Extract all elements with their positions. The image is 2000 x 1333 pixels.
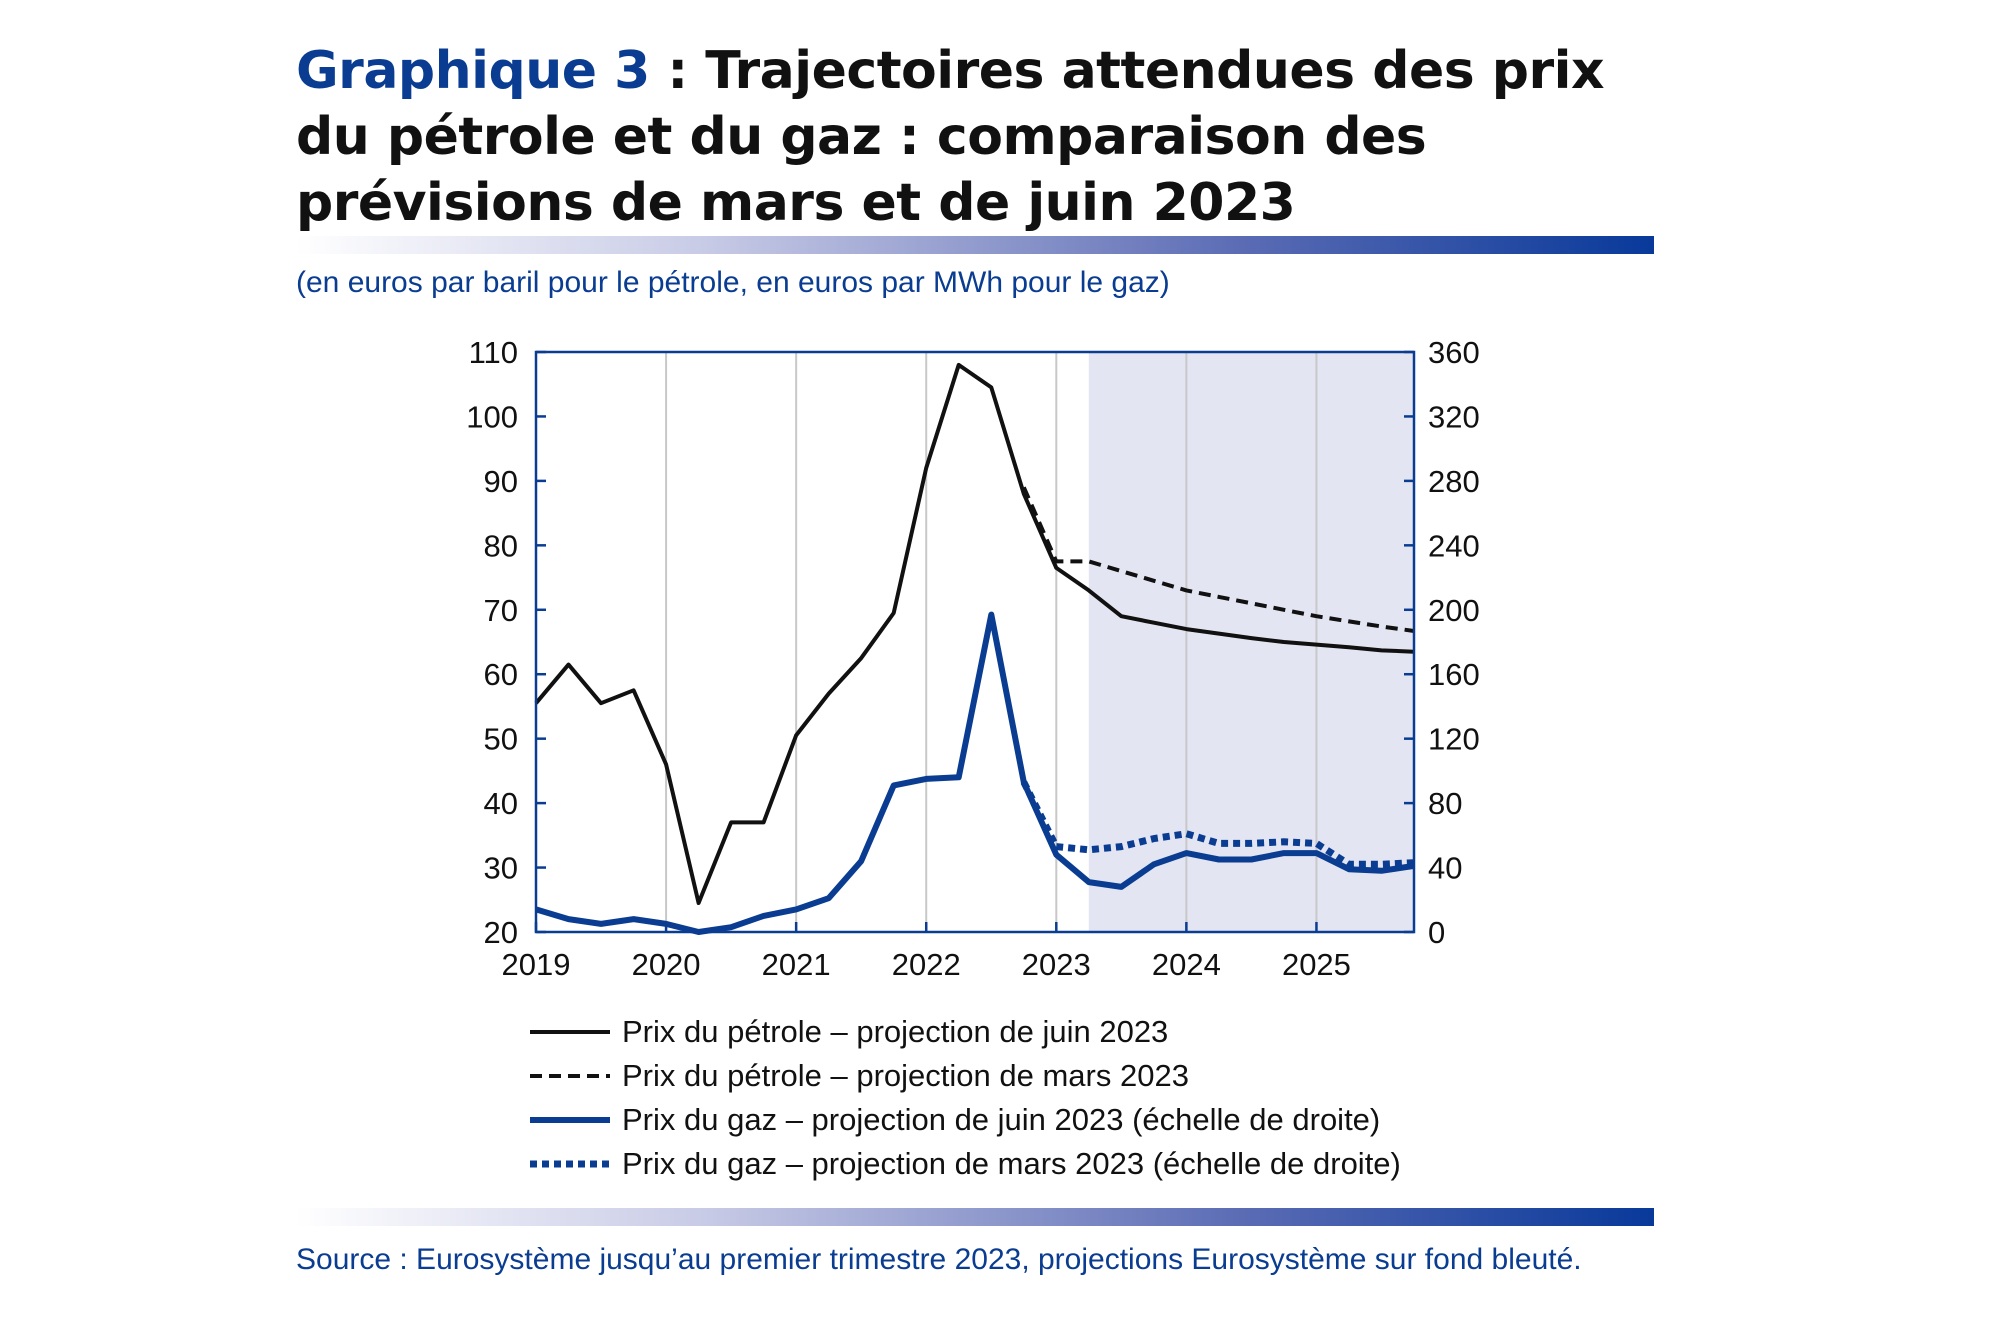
y-right-tick-label: 40: [1428, 851, 1462, 886]
tick-labels: 20 30 40 50 60 70 80 90 100 110 0 40 80 120 160 200 240 2…: [466, 335, 1479, 982]
x-tick-label: 2021: [762, 947, 831, 982]
series-line: [534, 362, 1415, 905]
y-left-tick-label: 30: [484, 851, 518, 886]
y-left-tick-label: 90: [484, 464, 518, 499]
legend-item: Prix du gaz – projection de mars 2023 (é…: [530, 1142, 1401, 1186]
chart-number-label: Graphique 3: [296, 41, 650, 101]
y-left-tick-label: 80: [484, 528, 518, 563]
legend-item: Prix du gaz – projection de juin 2023 (é…: [530, 1098, 1401, 1142]
x-tick-label: 2025: [1282, 947, 1351, 982]
y-right-tick-label: 200: [1428, 593, 1480, 628]
y-left-tick-label: 40: [484, 786, 518, 821]
y-right-tick-label: 160: [1428, 657, 1480, 692]
series-line: [535, 611, 1415, 935]
projection-band: [1088, 352, 1414, 932]
legend-swatch-oil-june: [530, 1030, 610, 1034]
legend-label: Prix du pétrole – projection de mars 202…: [622, 1058, 1189, 1093]
x-tick-label: 2022: [892, 947, 961, 982]
chart-title: Graphique 3 : Trajectoires attendues des…: [296, 38, 1676, 236]
legend-label: Prix du gaz – projection de mars 2023 (é…: [622, 1146, 1401, 1181]
series-line: [1020, 780, 1415, 868]
y-left-tick-label: 50: [484, 722, 518, 757]
y-left-tick-label: 70: [484, 593, 518, 628]
legend-swatch-oil-march: [530, 1074, 610, 1078]
x-tick-label: 2020: [632, 947, 701, 982]
series-group: [534, 362, 1415, 935]
chart-title-text: : Trajectoires attendues des prix du pét…: [296, 41, 1605, 233]
y-right-tick-label: 0: [1428, 915, 1445, 950]
x-tick-label: 2024: [1152, 947, 1221, 982]
legend-label: Prix du pétrole – projection de juin 202…: [622, 1014, 1169, 1049]
y-right-tick-label: 320: [1428, 399, 1480, 434]
y-left-tick-label: 110: [469, 335, 518, 370]
y-right-tick-label: 80: [1428, 786, 1462, 821]
legend-label: Prix du gaz – projection de juin 2023 (é…: [622, 1102, 1381, 1137]
y-left-tick-label: 60: [484, 657, 518, 692]
y-left-tick-label: 100: [466, 399, 518, 434]
x-tick-label: 2019: [502, 947, 571, 982]
x-tick-label: 2023: [1022, 947, 1091, 982]
header-rule: [296, 236, 1654, 254]
series-line: [1021, 486, 1415, 633]
legend-swatch-gas-june: [530, 1117, 610, 1123]
y-right-tick-label: 280: [1428, 464, 1480, 499]
source-note: Source : Eurosystème jusqu’au premier tr…: [296, 1243, 1582, 1276]
legend-swatch-gas-march: [530, 1160, 610, 1168]
footer-rule: [296, 1208, 1654, 1226]
y-right-tick-label: 240: [1428, 528, 1480, 563]
legend-item: Prix du pétrole – projection de juin 202…: [530, 1010, 1401, 1054]
y-right-tick-label: 360: [1428, 335, 1480, 370]
y-left-tick-label: 20: [484, 915, 518, 950]
y-right-tick-label: 120: [1428, 722, 1480, 757]
plot-frame: [534, 350, 1416, 934]
unit-note: (en euros par baril pour le pétrole, en …: [296, 266, 1170, 299]
legend-item: Prix du pétrole – projection de mars 202…: [530, 1054, 1401, 1098]
legend: Prix du pétrole – projection de juin 202…: [530, 1010, 1401, 1186]
